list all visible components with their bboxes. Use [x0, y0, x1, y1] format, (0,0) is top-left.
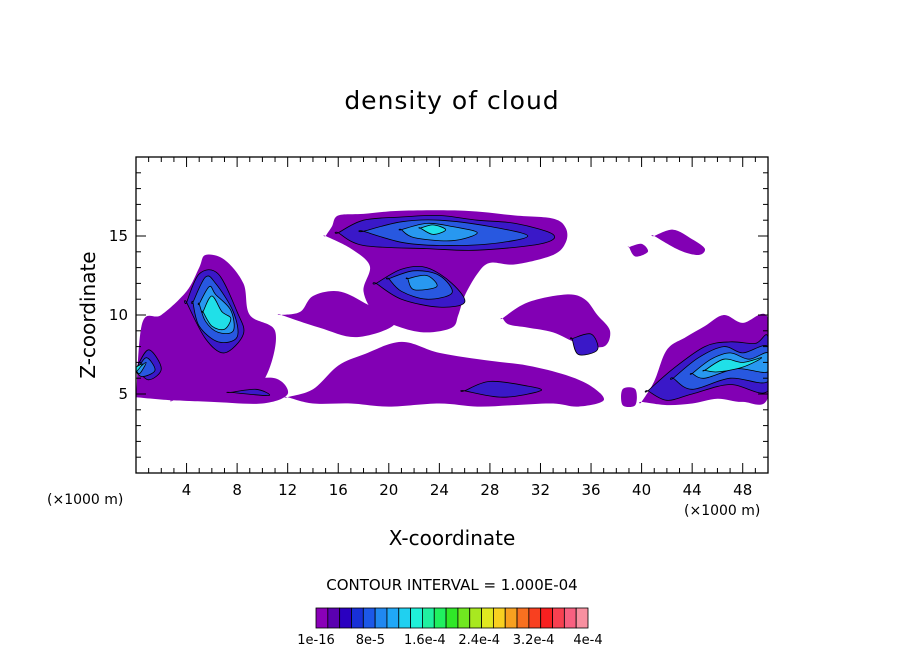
colorbar-label: 2.4e-4	[458, 633, 500, 648]
colorbar-swatch	[375, 608, 387, 628]
colorbar-swatch	[576, 608, 588, 628]
x-tick-label: 44	[672, 481, 712, 499]
colorbar-label: 1e-16	[297, 633, 335, 648]
x-tick-label: 24	[419, 481, 459, 499]
x-tick-label: 20	[369, 481, 409, 499]
y-tick-label: 10	[88, 306, 128, 324]
x-tick-label: 12	[268, 481, 308, 499]
colorbar-label: 1.6e-4	[404, 633, 446, 648]
x-tick-label: 48	[723, 481, 763, 499]
colorbar-swatch	[482, 608, 494, 628]
y-tick-label: 15	[88, 227, 128, 245]
colorbar-swatch	[517, 608, 529, 628]
x-tick-label: 36	[571, 481, 611, 499]
colorbar-swatch	[493, 608, 505, 628]
x-axis-label: X-coordinate	[300, 526, 604, 550]
contour-interval-text: CONTOUR INTERVAL = 1.000E-04	[0, 576, 904, 594]
colorbar-swatch	[564, 608, 576, 628]
colorbar-swatch	[316, 608, 328, 628]
colorbar-swatch	[434, 608, 446, 628]
x-tick-label: 8	[217, 481, 257, 499]
colorbar-swatch	[363, 608, 375, 628]
colorbar-swatch	[399, 608, 411, 628]
colorbar-swatch	[458, 608, 470, 628]
colorbar-swatch	[328, 608, 340, 628]
x-tick-label: 32	[520, 481, 560, 499]
colorbar-swatch	[446, 608, 458, 628]
colorbar-label: 4e-4	[573, 633, 602, 648]
x-unit-label-right: (×1000 m)	[684, 503, 760, 519]
y-tick-label: 5	[88, 385, 128, 403]
x-tick-label: 16	[318, 481, 358, 499]
colorbar-swatch	[351, 608, 363, 628]
x-tick-label: 28	[470, 481, 510, 499]
colorbar-swatch	[411, 608, 423, 628]
colorbar-swatch	[529, 608, 541, 628]
x-tick-label: 4	[167, 481, 207, 499]
colorbar	[316, 608, 588, 628]
colorbar-swatch	[505, 608, 517, 628]
x-unit-label-left: (×1000 m)	[47, 492, 123, 508]
colorbar-swatch	[340, 608, 352, 628]
colorbar-swatch	[553, 608, 565, 628]
colorbar-swatch	[387, 608, 399, 628]
colorbar-swatch	[422, 608, 434, 628]
colorbar-swatch	[470, 608, 482, 628]
colorbar-label: 8e-5	[356, 633, 385, 648]
colorbar-swatch	[541, 608, 553, 628]
cloud-region-purple-6	[621, 387, 637, 407]
x-tick-label: 40	[622, 481, 662, 499]
colorbar-label: 3.2e-4	[513, 633, 555, 648]
